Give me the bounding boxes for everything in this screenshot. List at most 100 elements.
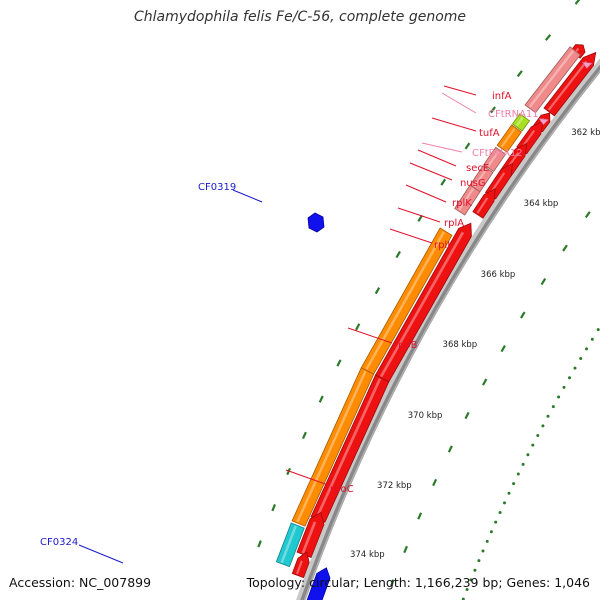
gene-CF0319-shape [307,212,325,233]
trna-CFtRNA11 [582,61,593,69]
ruler-tick-outer [336,359,342,367]
ruler-tick [447,445,453,453]
gc-dot [477,559,481,563]
ruler-tick-outer [318,395,324,403]
feature-label-tufA: tufA [479,128,500,139]
feature-label-infA: infA [492,91,512,102]
feature-label-secE: secE [466,163,489,174]
gc-dot [494,520,498,524]
ruler-tick-outer [355,323,361,331]
gene-rpoC-shade [315,378,382,519]
callout-line-rplA [397,207,441,223]
kbp-tick-label: 372 kbp [377,481,412,491]
kbp-tick-label: 366 kbp [481,270,516,280]
backbone-line [298,64,600,604]
callout-line-tufA [431,117,477,132]
ruler-tick [403,545,408,554]
callout-line-CFtRNA11 [441,92,477,114]
ruler-tick-outer [395,250,401,259]
gc-dot [521,462,525,466]
gc-dot [516,472,520,476]
callout-line-rplJ [389,228,433,244]
gene-secE-category-shade [515,116,524,127]
gene-features [275,44,597,604]
ruler-tick-outer [302,431,307,439]
kbp-tick-label: 362 kbp [571,128,600,138]
accession-label: Accession: NC_007899 [9,575,152,590]
feature-label-rplJ: rplJ [434,240,450,251]
gene-red-small-shade [301,521,317,554]
ruler-tick-outer [516,70,523,78]
ruler-tick [562,244,568,252]
ruler-tick [432,478,438,487]
gc-dot [541,424,545,428]
gene-red-bottom-shade [295,560,303,575]
gc-dot [512,482,516,486]
gc-dot [469,578,473,582]
gene-cyan-category-shade [280,525,297,564]
kbp-tick-label: 368 kbp [443,340,478,350]
ruler-tick-outer [417,214,423,222]
callout-line-rpoB [347,327,393,344]
gene-rpoC-category-shade [296,370,367,523]
gc-dot [481,549,485,553]
gc-dot [579,357,583,360]
ruler-tick [482,378,488,386]
gene-tufA-category-shade [528,50,575,108]
callout-line-rplK [405,184,447,203]
gc-dot [546,414,550,418]
locus-line-CF0324 [78,544,124,564]
gc-dot [526,453,530,457]
feature-label-rplK: rplK [452,198,472,209]
genome-summary: Topology: circular; Length: 1,166,239 bp… [246,575,590,590]
gene-rplK-category-shade [487,150,500,167]
gene-rpoB-category-shade [365,231,446,370]
feature-label-rplA: rplA [444,218,464,229]
callout-line-CFtRNA12 [421,142,463,153]
gc-dot [551,405,555,409]
gc-dot [590,337,594,341]
gc-dot [596,328,600,332]
ruler-tick-outer [286,467,291,476]
callout-line-infA [443,85,477,96]
callout-line-secE [417,149,457,167]
backbone-shadow [294,58,600,604]
gc-dot [473,568,477,572]
feature-label-CFtRNA11: CFtRNA11 [488,109,539,120]
ruler-tick [540,278,547,286]
ruler-tick [390,579,395,587]
gc-dot [557,395,561,399]
kbp-tick-label: 374 kbp [350,550,385,560]
gc-dot [536,434,540,437]
gene-rpoB-shade [379,231,465,378]
gc-dot [562,385,566,389]
gc-dot [573,366,577,370]
gc-dot [465,588,469,591]
ruler-tick [417,512,423,520]
gc-dot [503,501,506,505]
feature-label-rpoC: rpoC [330,484,354,495]
ruler-tick [500,344,506,353]
ruler-tick-outer [574,0,581,5]
ruler-tick-outer [464,142,471,150]
ruler-tick-outer [490,106,496,114]
gene-rplJ-category-shade [458,188,475,211]
locus-label-CF0324: CF0324 [40,537,78,548]
kbp-tick-label: 364 kbp [524,199,559,209]
locus-line-CF0319 [232,189,263,203]
gene-nusG-category-shade [500,127,516,148]
gene-tufA-shade [547,60,588,111]
feature-label-nusG: nusG [460,178,486,189]
gc-dot [507,491,511,495]
ruler-tick-outer [374,287,381,295]
genome-backbone [294,58,600,604]
locus-label-CF0319: CF0319 [198,182,236,193]
gc-dot [585,347,588,351]
ruler-tick-outer [544,34,552,41]
ruler-tick-outer [257,540,262,548]
backbone-highlight [302,69,600,604]
gene-rplJ-shade [476,197,489,214]
